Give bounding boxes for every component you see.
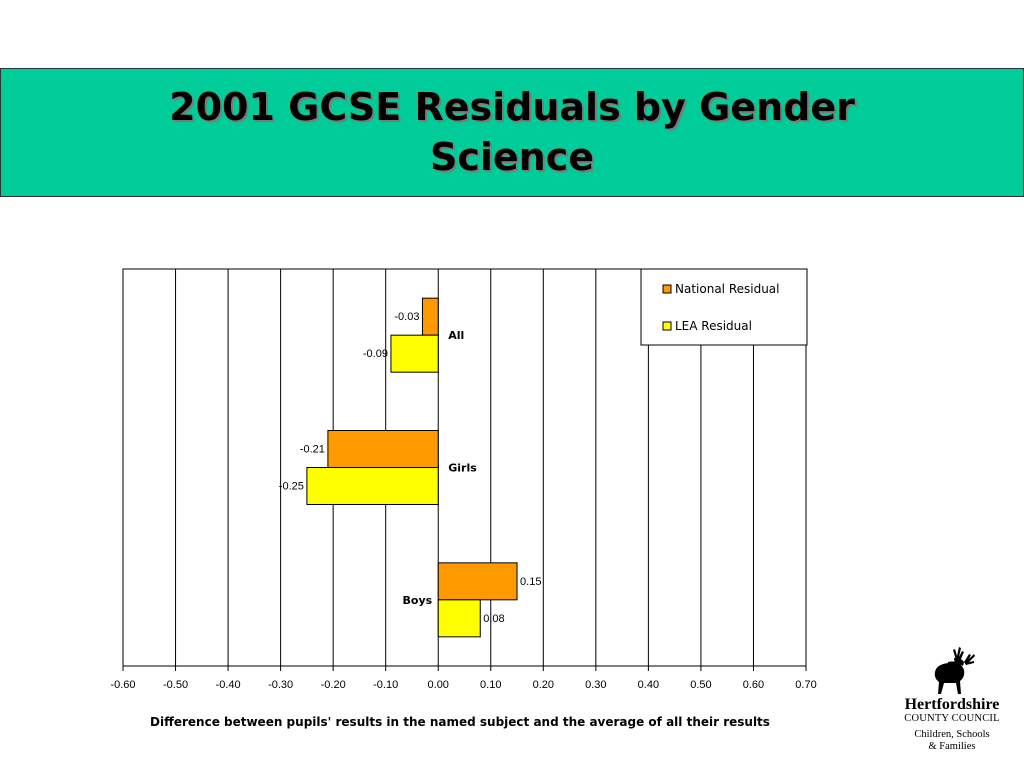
legend-box — [640, 268, 808, 346]
data-label: -0.09 — [363, 348, 388, 360]
legend-label: National Residual — [675, 282, 780, 296]
data-label: -0.21 — [300, 444, 325, 456]
logo-name: Hertfordshire — [904, 696, 1000, 713]
bar-girls-0 — [327, 430, 439, 468]
logo-dept-line1: Children, Schools — [914, 729, 990, 740]
legend-swatch — [662, 284, 672, 294]
page-title: 2001 GCSE Residuals by Gender — [169, 85, 855, 129]
x-axis-label: Difference between pupils' results in th… — [150, 715, 770, 729]
x-tick-label: -0.20 — [321, 679, 346, 691]
title-banner: 2001 GCSE Residuals by Gender Science — [0, 68, 1024, 197]
page-subtitle: Science — [429, 135, 595, 179]
x-tick-label: 0.50 — [690, 679, 711, 691]
x-tick-label: 0.40 — [638, 679, 659, 691]
logo-dept-line2: & Families — [928, 741, 976, 752]
x-tick-label: 0.70 — [795, 679, 816, 691]
category-label: All — [448, 329, 464, 342]
bar-boys-0 — [437, 562, 518, 601]
data-label: -0.03 — [394, 311, 419, 323]
x-tick-label: 0.60 — [743, 679, 764, 691]
data-label: -0.25 — [279, 481, 304, 493]
legend-label: LEA Residual — [675, 319, 752, 333]
x-tick-label: -0.50 — [163, 679, 188, 691]
legend-swatch — [662, 321, 672, 331]
logo-council: COUNTY COUNCIL — [904, 713, 1000, 724]
x-tick-label: -0.40 — [216, 679, 241, 691]
logo-department: Children, Schools & Families — [892, 729, 1012, 753]
x-tick-label: -0.60 — [110, 679, 135, 691]
bar-boys-1 — [437, 599, 481, 638]
hertfordshire-logo: Hertfordshire COUNTY COUNCIL Children, S… — [892, 636, 1012, 761]
x-tick-label: 0.20 — [533, 679, 554, 691]
x-tick-label: 0.30 — [585, 679, 606, 691]
bar-girls-1 — [306, 467, 439, 505]
bar-all-1 — [390, 334, 439, 373]
stag-icon — [934, 647, 975, 694]
category-label: Girls — [448, 462, 477, 475]
category-label: Boys — [403, 594, 433, 607]
data-label: 0.15 — [520, 576, 541, 588]
x-tick-label: -0.30 — [268, 679, 293, 691]
x-tick-label: 0.00 — [428, 679, 449, 691]
x-tick-label: -0.10 — [373, 679, 398, 691]
x-tick-label: 0.10 — [480, 679, 501, 691]
bar-all-0 — [421, 297, 439, 336]
data-label: 0.08 — [483, 613, 504, 625]
